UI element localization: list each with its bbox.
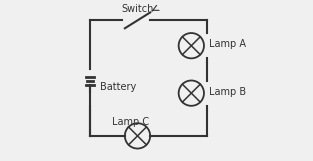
Text: Battery: Battery [100, 82, 136, 92]
Text: Lamp C: Lamp C [112, 117, 149, 127]
Text: Lamp B: Lamp B [209, 87, 246, 97]
Text: Switch: Switch [121, 4, 154, 14]
Text: Lamp A: Lamp A [209, 39, 246, 49]
